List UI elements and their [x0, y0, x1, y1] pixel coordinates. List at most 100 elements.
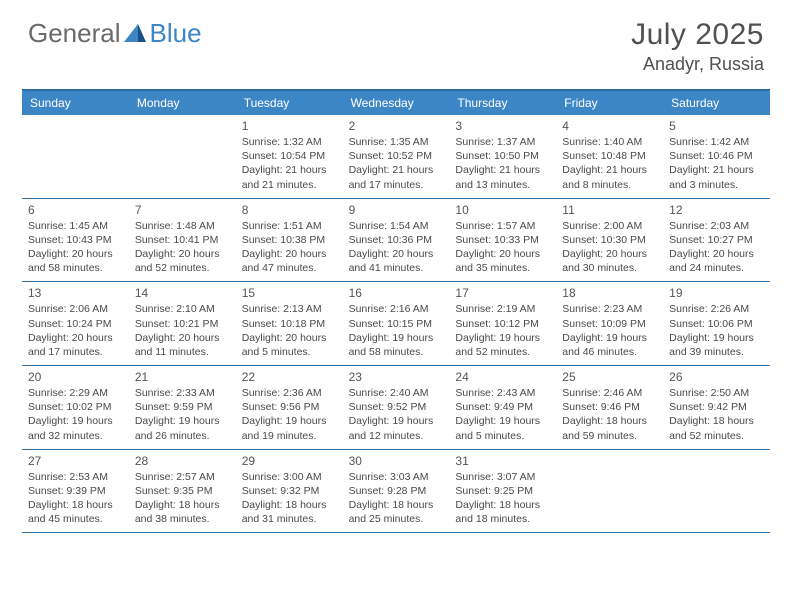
- sunrise-line: Sunrise: 2:46 AM: [562, 386, 657, 400]
- daylight-line: Daylight: 19 hours: [135, 414, 230, 428]
- daylight-line: Daylight: 19 hours: [455, 414, 550, 428]
- daylight-line: Daylight: 19 hours: [455, 331, 550, 345]
- daylight-line: Daylight: 20 hours: [562, 247, 657, 261]
- calendar-cell: [663, 450, 770, 533]
- sunrise-line: Sunrise: 3:03 AM: [349, 470, 444, 484]
- calendar-cell: 8Sunrise: 1:51 AMSunset: 10:38 PMDayligh…: [236, 199, 343, 282]
- sunrise-line: Sunrise: 2:00 AM: [562, 219, 657, 233]
- week-row: 20Sunrise: 2:29 AMSunset: 10:02 PMDaylig…: [22, 366, 770, 450]
- daylight-line: Daylight: 21 hours: [562, 163, 657, 177]
- logo-triangle-icon: [124, 18, 146, 49]
- day-number: 30: [349, 454, 444, 468]
- sunrise-line: Sunrise: 2:06 AM: [28, 302, 123, 316]
- sunset-line: Sunset: 9:32 PM: [242, 484, 337, 498]
- sunrise-line: Sunrise: 2:19 AM: [455, 302, 550, 316]
- day-number: 26: [669, 370, 764, 384]
- calendar-cell: 29Sunrise: 3:00 AMSunset: 9:32 PMDayligh…: [236, 450, 343, 533]
- day-number: 3: [455, 119, 550, 133]
- sunrise-line: Sunrise: 1:35 AM: [349, 135, 444, 149]
- daylight-line: and 52 minutes.: [135, 261, 230, 275]
- daylight-line: and 11 minutes.: [135, 345, 230, 359]
- sunrise-line: Sunrise: 2:26 AM: [669, 302, 764, 316]
- sunset-line: Sunset: 9:39 PM: [28, 484, 123, 498]
- day-number: 17: [455, 286, 550, 300]
- week-row: 1Sunrise: 1:32 AMSunset: 10:54 PMDayligh…: [22, 115, 770, 199]
- day-number: 11: [562, 203, 657, 217]
- sunset-line: Sunset: 9:28 PM: [349, 484, 444, 498]
- daylight-line: and 35 minutes.: [455, 261, 550, 275]
- calendar-cell: 21Sunrise: 2:33 AMSunset: 9:59 PMDayligh…: [129, 366, 236, 449]
- sunset-line: Sunset: 10:41 PM: [135, 233, 230, 247]
- day-number: 21: [135, 370, 230, 384]
- sunset-line: Sunset: 10:46 PM: [669, 149, 764, 163]
- day-number: 12: [669, 203, 764, 217]
- brand-logo: General Blue: [28, 18, 202, 49]
- calendar-cell: 3 Sunrise: 1:37 AMSunset: 10:50 PMDayligh…: [449, 115, 556, 198]
- daylight-line: Daylight: 18 hours: [669, 414, 764, 428]
- day-number: 29: [242, 454, 337, 468]
- sunset-line: Sunset: 10:36 PM: [349, 233, 444, 247]
- daylight-line: Daylight: 18 hours: [349, 498, 444, 512]
- sunrise-line: Sunrise: 2:03 AM: [669, 219, 764, 233]
- sunset-line: Sunset: 10:27 PM: [669, 233, 764, 247]
- daylight-line: and 19 minutes.: [242, 429, 337, 443]
- title-block: July 2025 Anadyr, Russia: [631, 18, 764, 75]
- day-number: 8: [242, 203, 337, 217]
- daylight-line: Daylight: 18 hours: [135, 498, 230, 512]
- daylight-line: Daylight: 20 hours: [135, 247, 230, 261]
- calendar-cell: [556, 450, 663, 533]
- day-number: 2: [349, 119, 444, 133]
- calendar-cell: 1Sunrise: 1:32 AMSunset: 10:54 PMDayligh…: [236, 115, 343, 198]
- daylight-line: and 38 minutes.: [135, 512, 230, 526]
- daylight-line: and 46 minutes.: [562, 345, 657, 359]
- calendar-cell: 30 Sunrise: 3:03 AMSunset: 9:28 PMDayligh…: [343, 450, 450, 533]
- day-number: 6: [28, 203, 123, 217]
- day-header: Friday: [556, 91, 663, 115]
- page-header: General Blue July 2025 Anadyr, Russia: [0, 0, 792, 83]
- daylight-line: and 3 minutes.: [669, 178, 764, 192]
- daylight-line: Daylight: 20 hours: [135, 331, 230, 345]
- sunrise-line: Sunrise: 2:29 AM: [28, 386, 123, 400]
- day-number: 18: [562, 286, 657, 300]
- daylight-line: and 58 minutes.: [349, 345, 444, 359]
- daylight-line: Daylight: 21 hours: [455, 163, 550, 177]
- calendar-cell: [129, 115, 236, 198]
- sunset-line: Sunset: 10:33 PM: [455, 233, 550, 247]
- daylight-line: Daylight: 19 hours: [669, 331, 764, 345]
- daylight-line: Daylight: 20 hours: [242, 331, 337, 345]
- sunrise-line: Sunrise: 2:50 AM: [669, 386, 764, 400]
- calendar-cell: 16Sunrise: 2:16 AMSunset: 10:15 PMDaylig…: [343, 282, 450, 365]
- brand-part2: Blue: [150, 18, 202, 49]
- calendar-cell: 10Sunrise: 1:57 AMSunset: 10:33 PMDaylig…: [449, 199, 556, 282]
- day-number: 28: [135, 454, 230, 468]
- sunset-line: Sunset: 10:02 PM: [28, 400, 123, 414]
- sunrise-line: Sunrise: 2:13 AM: [242, 302, 337, 316]
- calendar-cell: 2Sunrise: 1:35 AMSunset: 10:52 PMDayligh…: [343, 115, 450, 198]
- day-number: 13: [28, 286, 123, 300]
- sunrise-line: Sunrise: 2:10 AM: [135, 302, 230, 316]
- day-header: Saturday: [663, 91, 770, 115]
- sunset-line: Sunset: 10:12 PM: [455, 317, 550, 331]
- sunset-line: Sunset: 9:35 PM: [135, 484, 230, 498]
- daylight-line: and 59 minutes.: [562, 429, 657, 443]
- week-row: 13Sunrise: 2:06 AMSunset: 10:24 PMDaylig…: [22, 282, 770, 366]
- calendar-cell: 4Sunrise: 1:40 AMSunset: 10:48 PMDayligh…: [556, 115, 663, 198]
- daylight-line: Daylight: 20 hours: [28, 331, 123, 345]
- sunset-line: Sunset: 9:46 PM: [562, 400, 657, 414]
- daylight-line: and 18 minutes.: [455, 512, 550, 526]
- calendar: SundayMondayTuesdayWednesdayThursdayFrid…: [22, 89, 770, 533]
- daylight-line: Daylight: 21 hours: [242, 163, 337, 177]
- sunrise-line: Sunrise: 1:48 AM: [135, 219, 230, 233]
- day-number: 31: [455, 454, 550, 468]
- sunset-line: Sunset: 10:48 PM: [562, 149, 657, 163]
- week-row: 6Sunrise: 1:45 AMSunset: 10:43 PMDayligh…: [22, 199, 770, 283]
- calendar-cell: 11Sunrise: 2:00 AMSunset: 10:30 PMDaylig…: [556, 199, 663, 282]
- sunset-line: Sunset: 10:50 PM: [455, 149, 550, 163]
- calendar-cell: 14Sunrise: 2:10 AMSunset: 10:21 PMDaylig…: [129, 282, 236, 365]
- daylight-line: Daylight: 19 hours: [349, 414, 444, 428]
- sunrise-line: Sunrise: 1:54 AM: [349, 219, 444, 233]
- sunrise-line: Sunrise: 1:37 AM: [455, 135, 550, 149]
- daylight-line: and 26 minutes.: [135, 429, 230, 443]
- daylight-line: and 12 minutes.: [349, 429, 444, 443]
- location: Anadyr, Russia: [631, 54, 764, 75]
